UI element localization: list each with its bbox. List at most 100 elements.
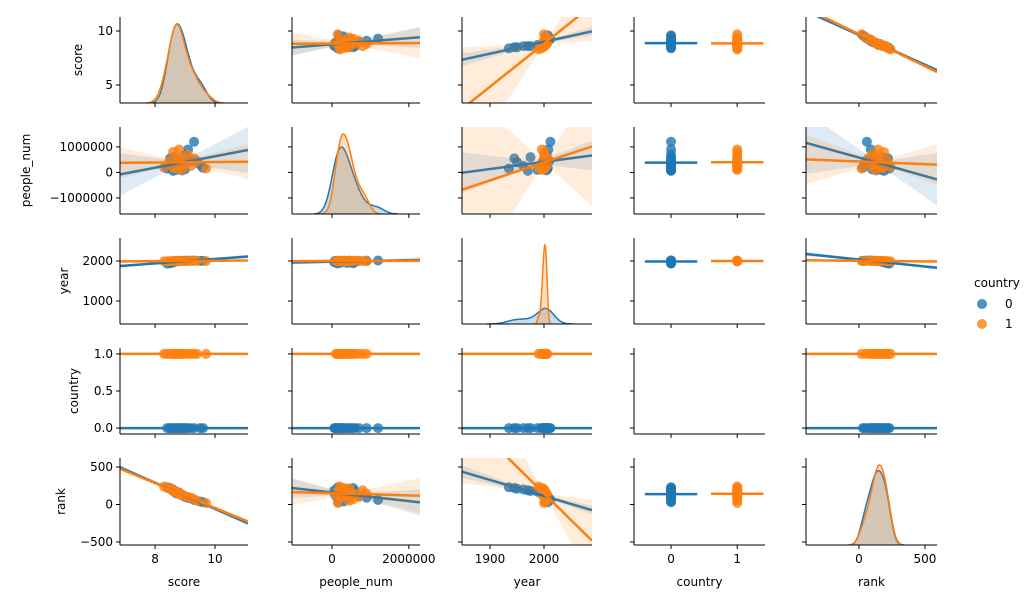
panel-year-vs-country xyxy=(630,238,765,328)
panel-year-vs-rank xyxy=(802,238,937,328)
legend-label-0: 0 xyxy=(1005,297,1013,311)
point-0 xyxy=(862,137,872,147)
point-1 xyxy=(333,29,343,39)
x-axis-label: score xyxy=(168,575,200,589)
x-tick-label: 10 xyxy=(207,552,222,566)
regression-line-1 xyxy=(120,469,248,522)
legend-label-1: 1 xyxy=(1005,317,1013,331)
panel-rank-vs-year: 1900 2000 year xyxy=(458,342,592,589)
panel-score-vs-country xyxy=(630,17,765,107)
y-axis-label: country xyxy=(67,368,81,414)
point-1 xyxy=(537,144,547,154)
point-1 xyxy=(732,164,742,174)
point-0 xyxy=(666,163,676,173)
panel-people_num-vs-people_num xyxy=(288,127,420,218)
y-axis-label: rank xyxy=(54,488,68,515)
point-1 xyxy=(333,498,343,508)
plot-area xyxy=(292,478,420,515)
plot-area xyxy=(120,349,248,433)
x-tick-label: 500 xyxy=(914,552,937,566)
plot-area xyxy=(292,349,420,433)
x-axis-label: rank xyxy=(858,575,885,589)
plot-area xyxy=(645,482,764,509)
plot-area xyxy=(645,29,764,54)
panel-year-vs-people_num xyxy=(288,238,420,328)
y-tick-label: 0 xyxy=(105,165,113,179)
plot-area xyxy=(462,349,592,433)
plot-area xyxy=(462,342,592,581)
panel-country-vs-country xyxy=(630,348,765,438)
regression-line-1 xyxy=(120,261,248,262)
y-tick-label: −500 xyxy=(80,535,113,549)
regression-line-1 xyxy=(120,162,248,163)
panel-rank-vs-people_num: 0 2000000 people_num xyxy=(288,458,436,589)
confidence-band-1 xyxy=(462,87,592,293)
regression-line-1 xyxy=(806,9,937,72)
y-tick-label: −1000000 xyxy=(50,191,114,205)
y-tick-label: 500 xyxy=(90,460,113,474)
x-tick-label: 0 xyxy=(855,552,863,566)
plot-area xyxy=(486,245,572,324)
y-tick-label: 1000000 xyxy=(60,140,113,154)
legend: country 0 1 xyxy=(974,276,1020,331)
x-tick-label: 2000000 xyxy=(382,552,435,566)
x-tick-label: 1 xyxy=(733,552,741,566)
point-1 xyxy=(873,144,883,154)
plot-area xyxy=(645,256,764,269)
x-tick-label: 2000 xyxy=(529,552,560,566)
confidence-band-1 xyxy=(462,342,592,581)
kde-fill-1 xyxy=(146,24,225,103)
x-axis-label: year xyxy=(514,575,541,589)
regression-line-1 xyxy=(806,260,937,261)
plot-area xyxy=(806,6,937,74)
y-axis-label: year xyxy=(57,268,71,295)
y-tick-label: 0 xyxy=(105,498,113,512)
x-tick-label: 0 xyxy=(328,552,336,566)
plot-area xyxy=(645,137,764,176)
y-tick-label: 10 xyxy=(98,24,113,38)
panel-people_num-vs-rank xyxy=(802,112,937,218)
y-tick-label: 5 xyxy=(105,78,113,92)
plot-area xyxy=(806,252,937,270)
panel-year-vs-score: 1000 2000 year xyxy=(57,238,248,328)
x-tick-label: 0 xyxy=(667,552,675,566)
panel-country-vs-rank xyxy=(802,348,937,438)
point-1 xyxy=(174,144,184,154)
plot-area xyxy=(146,24,225,103)
legend-marker-1 xyxy=(977,319,987,329)
panel-country-vs-year xyxy=(458,348,592,438)
plot-area xyxy=(848,465,904,545)
panel-rank-vs-rank: 0 500 rank xyxy=(802,458,937,589)
panels: 510score−100000001000000people_num100020… xyxy=(19,0,937,589)
plot-area xyxy=(120,465,248,526)
x-tick-label: 8 xyxy=(151,552,159,566)
point-1 xyxy=(732,498,742,508)
y-tick-label: 2000 xyxy=(82,254,113,268)
plot-area xyxy=(806,112,937,206)
panel-year-vs-year xyxy=(458,238,592,328)
panel-score-vs-people_num xyxy=(288,17,420,107)
x-axis-label: people_num xyxy=(319,575,393,589)
plot-area xyxy=(292,256,420,269)
regression-line-1 xyxy=(292,43,420,44)
panel-people_num-vs-year xyxy=(458,87,592,293)
point-0 xyxy=(666,30,676,40)
panel-country-vs-people_num xyxy=(288,348,420,438)
plot-area xyxy=(314,134,397,214)
point-1 xyxy=(732,144,742,154)
kde-fill-1 xyxy=(848,465,904,545)
panel-people_num-vs-score: −1000000 0 1000000 people_num xyxy=(19,127,248,218)
plot-area xyxy=(120,255,248,269)
point-1 xyxy=(344,496,354,506)
x-tick-label: 1900 xyxy=(475,552,506,566)
legend-marker-0 xyxy=(977,299,987,309)
y-axis-label: people_num xyxy=(19,134,33,208)
y-tick-label: 1.0 xyxy=(94,347,113,361)
plot-area xyxy=(120,127,248,196)
legend-title: country xyxy=(974,276,1020,290)
y-tick-label: 1000 xyxy=(82,294,113,308)
